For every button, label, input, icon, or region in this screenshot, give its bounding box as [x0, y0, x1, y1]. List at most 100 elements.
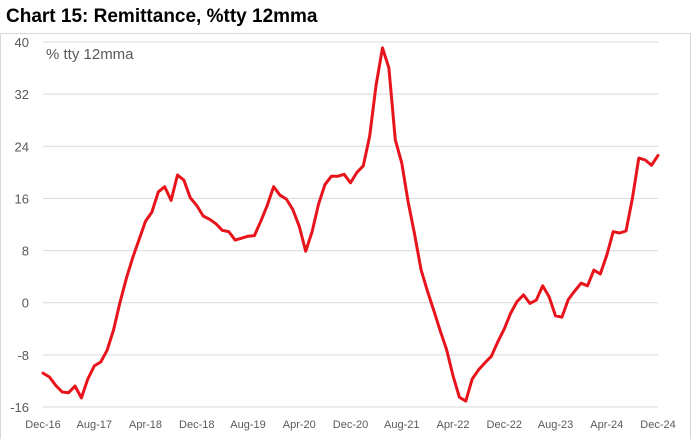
data-point — [656, 154, 660, 157]
data-point — [381, 46, 384, 50]
x-tick-label: Aug-17 — [77, 419, 112, 431]
data-point — [451, 374, 455, 377]
y-tick-label: 32 — [15, 87, 29, 102]
data-point — [438, 329, 442, 332]
data-point — [387, 66, 391, 70]
data-point — [323, 183, 327, 186]
data-point — [515, 300, 519, 303]
data-point — [189, 196, 192, 199]
data-point — [483, 361, 487, 364]
data-point — [259, 220, 263, 223]
x-tick-label: Apr-20 — [283, 419, 316, 431]
data-point — [80, 396, 83, 400]
data-point — [567, 298, 570, 301]
data-point — [374, 83, 378, 87]
y-tick-label: 8 — [22, 244, 29, 259]
data-point — [490, 354, 493, 358]
data-point — [624, 229, 628, 233]
data-point — [599, 272, 602, 276]
data-point — [496, 340, 500, 344]
data-point — [342, 173, 346, 176]
data-point — [394, 138, 397, 141]
data-point — [464, 399, 468, 403]
data-point — [445, 348, 448, 351]
data-point — [131, 256, 134, 259]
data-point — [272, 185, 275, 188]
data-point — [618, 231, 621, 235]
data-point — [406, 201, 410, 204]
data-point — [336, 175, 339, 178]
data-point — [310, 230, 314, 233]
data-point — [54, 384, 58, 387]
data-point — [503, 327, 506, 330]
data-point — [413, 233, 416, 236]
data-point — [112, 328, 115, 332]
data-point — [298, 225, 301, 228]
data-point — [233, 238, 237, 242]
chart-annotation: % tty 12mma — [46, 46, 134, 63]
data-point — [579, 281, 583, 285]
data-point — [291, 208, 295, 211]
data-point — [157, 190, 160, 194]
data-point — [650, 163, 653, 167]
data-point — [477, 368, 480, 372]
data-point — [67, 391, 70, 394]
data-point — [432, 309, 435, 312]
data-point — [355, 171, 359, 174]
data-point — [240, 236, 243, 240]
x-tick-label: Dec-24 — [640, 419, 675, 431]
data-point — [93, 364, 96, 368]
chart-area: 40 32 24 16 8 0 -8 -16 Dec-16 Aug-17 Apr-18 Dec-18… — [0, 34, 691, 439]
gridlines — [43, 41, 658, 408]
data-point — [163, 185, 166, 188]
data-point — [150, 210, 154, 214]
x-tick-label: Aug-19 — [230, 419, 265, 431]
y-tick-label: -8 — [17, 348, 29, 363]
x-tick-label: Dec-18 — [179, 419, 214, 431]
y-axis-ticks: 40 32 24 16 8 0 -8 -16 — [10, 35, 29, 415]
data-point — [541, 284, 544, 287]
x-tick-label: Dec-16 — [25, 419, 60, 431]
x-tick-label: Dec-22 — [487, 419, 522, 431]
data-point — [144, 220, 147, 223]
data-point — [48, 375, 51, 379]
x-tick-label: Apr-22 — [436, 419, 469, 431]
data-point — [285, 197, 288, 201]
data-point — [86, 377, 90, 381]
data-point — [73, 384, 77, 388]
data-point — [221, 229, 224, 232]
data-point — [547, 295, 551, 299]
line-chart: 40 32 24 16 8 0 -8 -16 Dec-16 Aug-17 Apr-18 Dec-18… — [10, 35, 676, 431]
data-point — [118, 301, 122, 304]
data-point — [41, 371, 45, 375]
data-point — [201, 214, 205, 218]
y-tick-label: 24 — [15, 139, 29, 154]
data-point — [137, 238, 141, 241]
data-point — [560, 315, 564, 319]
data-point — [458, 396, 461, 399]
data-point — [349, 181, 352, 184]
data-point — [278, 193, 282, 197]
data-point — [368, 134, 371, 138]
y-tick-label: 0 — [22, 296, 29, 311]
data-point — [227, 230, 230, 233]
data-point — [99, 360, 102, 364]
data-point — [208, 218, 211, 221]
x-tick-label: Apr-18 — [129, 419, 162, 431]
data-point — [105, 349, 109, 352]
data-point — [637, 156, 640, 160]
data-point — [528, 302, 532, 305]
data-point — [266, 204, 269, 207]
data-point — [61, 390, 64, 394]
data-point — [330, 175, 333, 178]
y-tick-label: 16 — [15, 191, 29, 206]
x-tick-label: Apr-24 — [590, 419, 623, 431]
data-point — [317, 203, 320, 206]
data-point — [573, 289, 576, 293]
data-point — [426, 289, 429, 293]
data-point — [304, 250, 307, 253]
data-point — [195, 204, 198, 207]
data-point — [509, 311, 512, 315]
data-point — [362, 164, 365, 168]
